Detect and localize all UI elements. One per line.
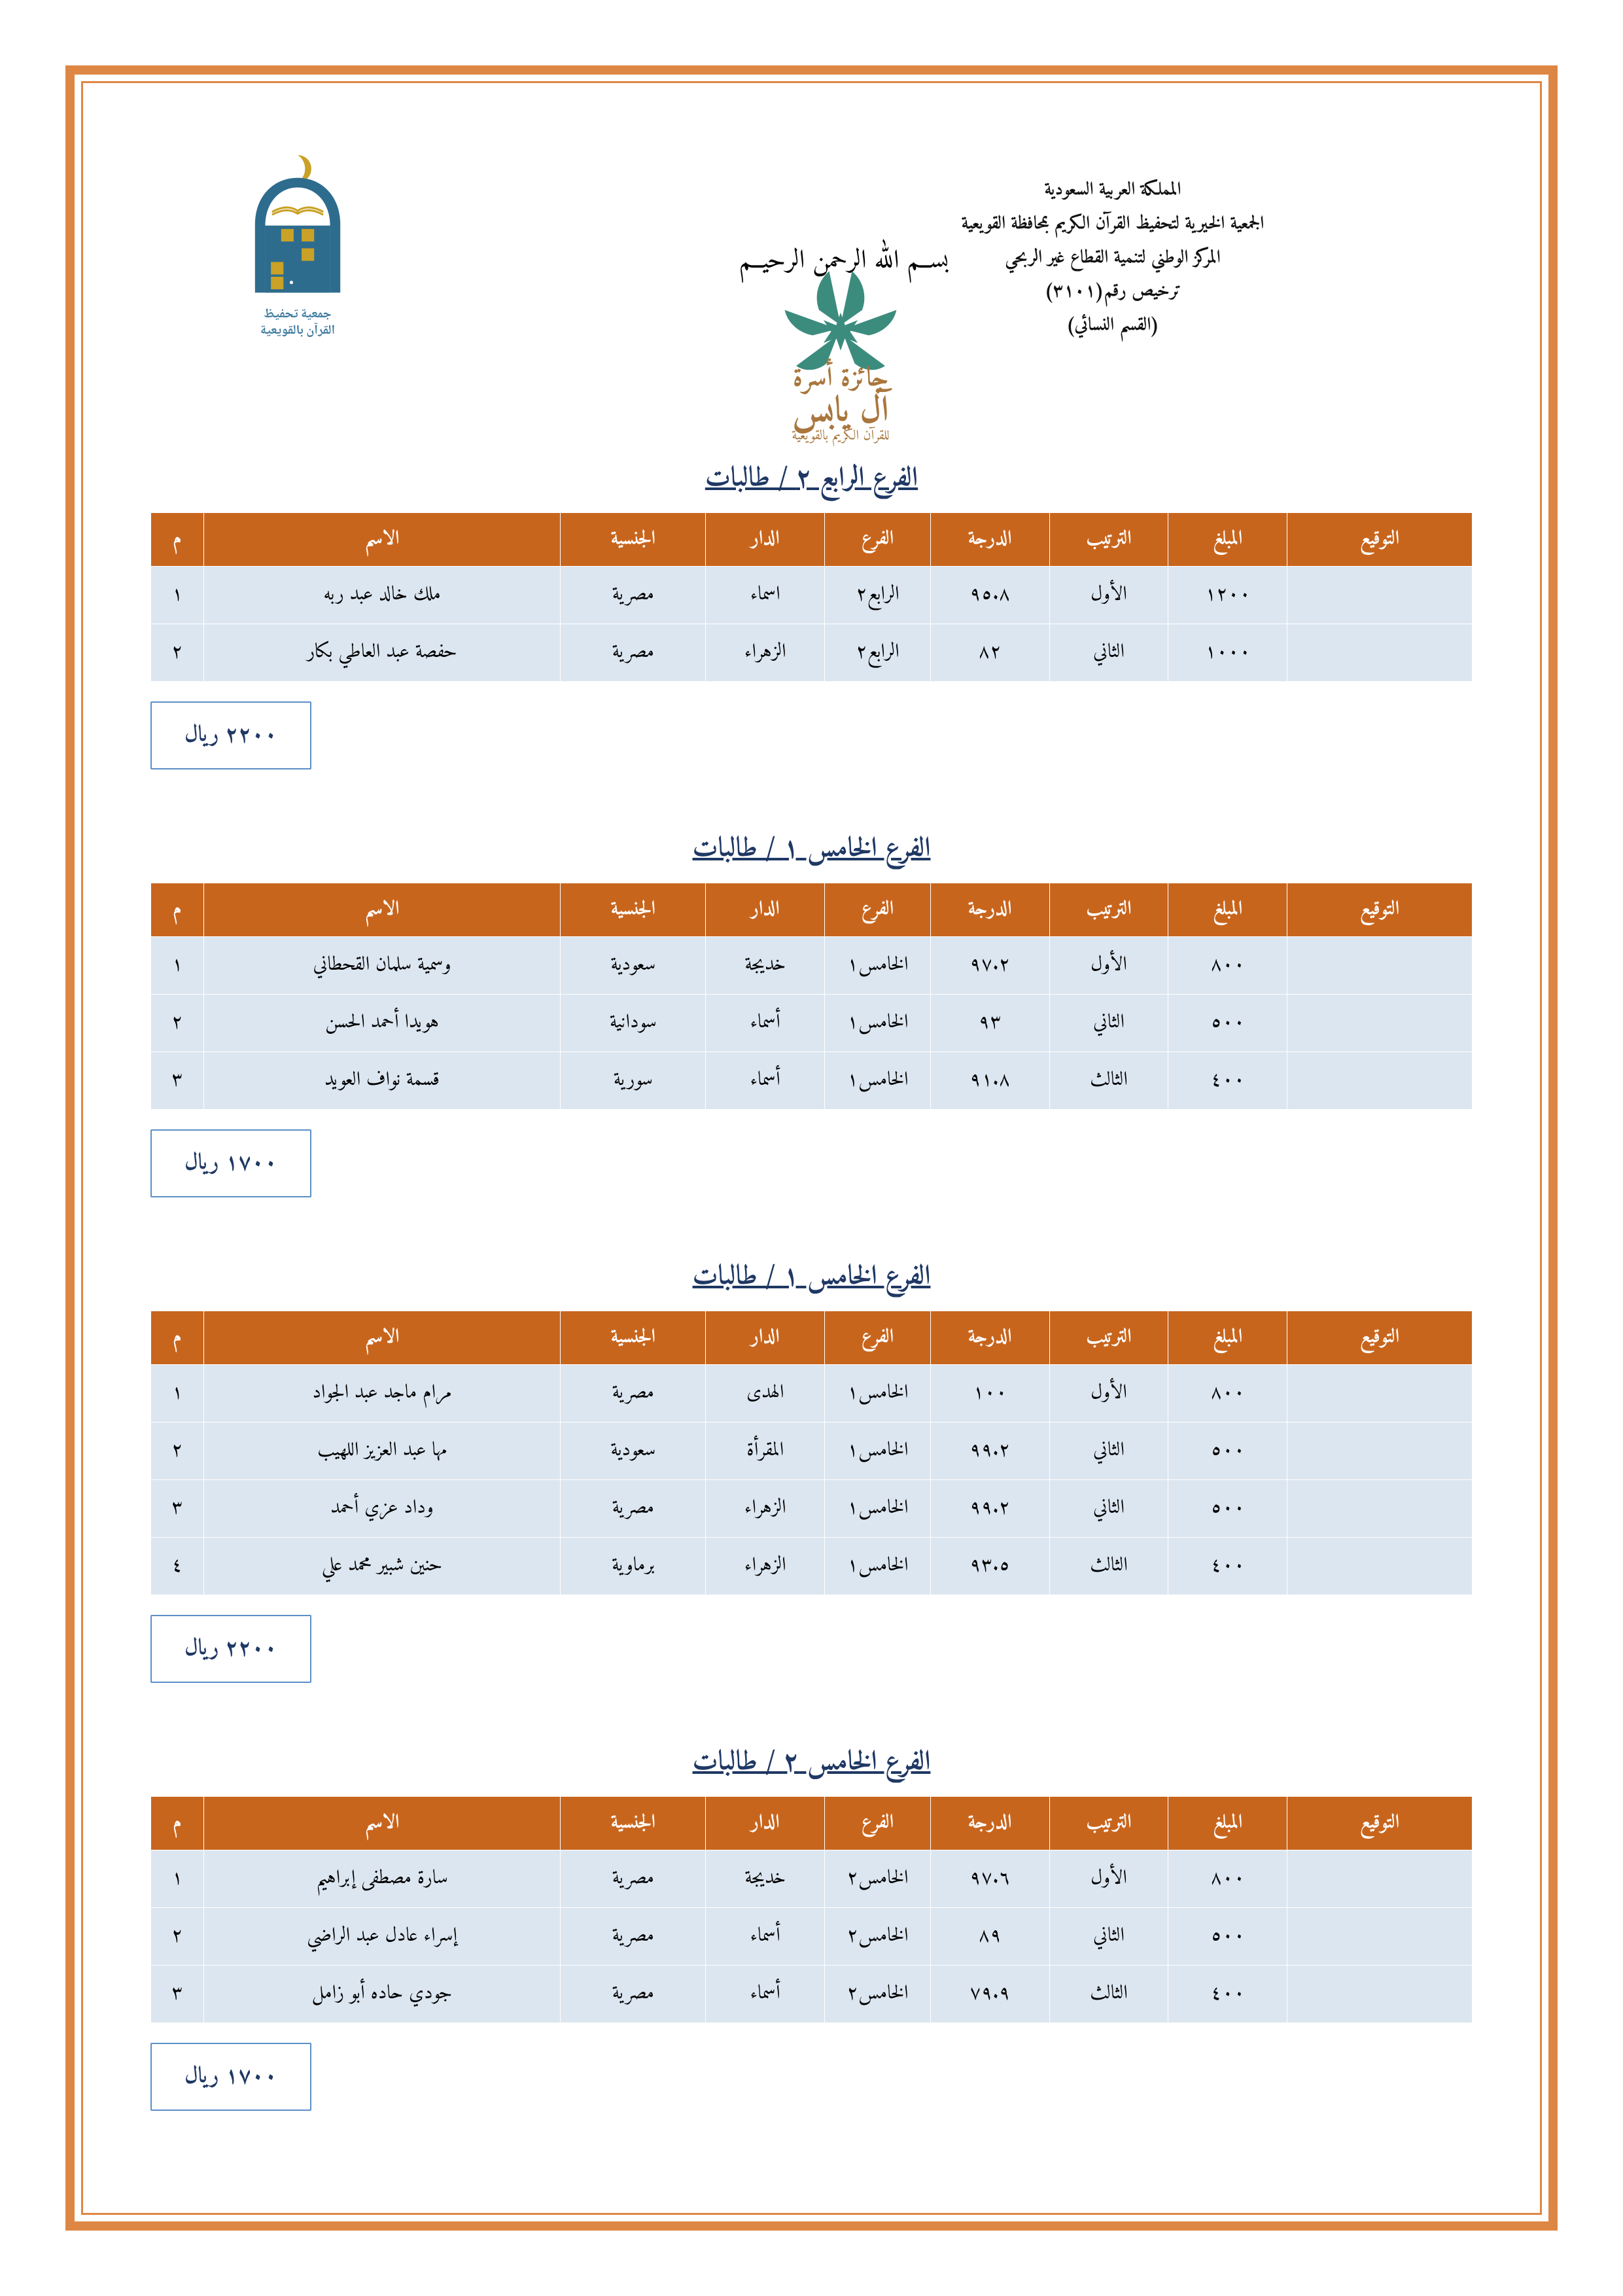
svg-text:للقرآن الكريم بالقويعية: للقرآن الكريم بالقويعية (792, 424, 889, 449)
